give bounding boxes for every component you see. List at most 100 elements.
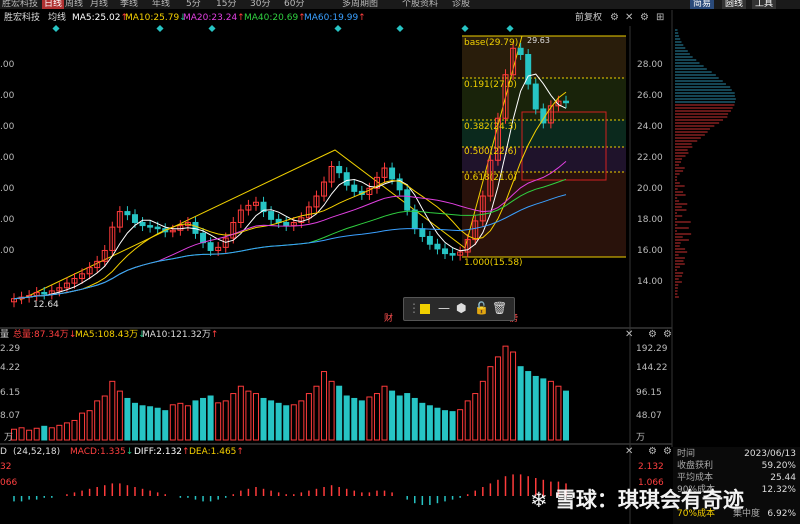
- volume-total: 总量:87.34万↓: [13, 329, 76, 341]
- candle: [352, 185, 357, 191]
- volume-header: 量 总量:87.34万↓ MA5:108.43万↓ MA10:121.32万↑: [0, 329, 670, 341]
- fib-base-label: base(29.79): [464, 38, 518, 48]
- candle: [390, 168, 395, 179]
- volume-bar: [132, 403, 137, 440]
- candle: [193, 222, 198, 233]
- volume-bar: [110, 381, 115, 440]
- volume-bar: [72, 420, 77, 440]
- candle: [533, 84, 538, 109]
- drag-handle-icon[interactable]: ⋮: [408, 301, 420, 315]
- volume-bar: [216, 403, 221, 440]
- volume-ma10: MA10:121.32万↑: [142, 329, 218, 341]
- close-icon[interactable]: ✕: [625, 446, 633, 457]
- candle: [564, 101, 569, 103]
- candle: [412, 210, 417, 229]
- volume-bar: [405, 394, 410, 440]
- candle: [201, 233, 206, 242]
- fib-1000-label: 1.000(15.58): [464, 258, 523, 268]
- fib-0618-label: 0.618(21.0): [464, 173, 517, 183]
- candle: [140, 222, 145, 225]
- volume-bar: [526, 372, 531, 440]
- trend-line: [20, 36, 522, 300]
- event-dot: [461, 25, 468, 32]
- line-style-icon[interactable]: —: [438, 301, 450, 315]
- volume-bar: [412, 398, 417, 440]
- snowball-logo-icon: ❄: [530, 488, 555, 512]
- settings-icon[interactable]: ⬢: [456, 301, 466, 315]
- volume-bar: [503, 346, 508, 440]
- volume-bar: [450, 412, 455, 440]
- candle: [132, 215, 137, 223]
- volume-bar: [465, 401, 470, 440]
- volume-bar: [170, 405, 175, 440]
- volume-bar: [42, 426, 47, 440]
- volume-bar: [329, 381, 334, 440]
- event-dot: [52, 25, 59, 32]
- settings-icon[interactable]: ⚙: [648, 329, 657, 340]
- candle: [443, 249, 448, 254]
- volume-bar: [148, 407, 153, 440]
- volume-bar: [269, 401, 274, 440]
- volume-bar: [306, 394, 311, 440]
- volume-bar: [480, 381, 485, 440]
- candle: [125, 212, 130, 215]
- volume-bar: [541, 379, 546, 440]
- volume-bar: [556, 386, 561, 440]
- volume-bar: [443, 411, 448, 440]
- candle: [148, 226, 153, 228]
- candle: [208, 243, 213, 251]
- volume-bar: [284, 406, 289, 440]
- gear-icon[interactable]: ⚙: [663, 446, 672, 457]
- volume-bar: [299, 401, 304, 440]
- volume-bar: [253, 394, 258, 440]
- volume-bar: [57, 425, 62, 440]
- settings-icon[interactable]: ⚙: [648, 446, 657, 457]
- fib-0500-label: 0.500(22.6): [464, 147, 517, 157]
- volume-bar: [27, 430, 32, 440]
- volume-bar: [458, 410, 463, 440]
- color-swatch-icon[interactable]: [420, 304, 430, 314]
- volume-bar: [291, 405, 296, 440]
- volume-bars: [12, 346, 569, 440]
- volume-bar: [34, 428, 39, 440]
- volume-bar: [420, 403, 425, 440]
- volume-bar: [163, 411, 168, 440]
- volume-bar: [19, 428, 24, 440]
- candle: [405, 190, 410, 210]
- low-price-label: 12.64: [33, 300, 59, 310]
- volume-bar: [276, 403, 281, 440]
- candle: [518, 48, 523, 54]
- peak-price-label: 29.63: [527, 36, 550, 45]
- volume-bar: [238, 386, 243, 440]
- event-dot: [334, 25, 341, 32]
- watermark: ❄ 雪球：琪琪会有奇迹: [530, 484, 744, 514]
- volume-bar: [185, 406, 190, 440]
- macd-header: D (24,52,18) MACD:1.335↓ DIFF:2.132↑ DEA…: [0, 446, 670, 458]
- candle: [337, 166, 342, 172]
- candle: [284, 222, 289, 225]
- event-marker-cai[interactable]: 财: [384, 311, 393, 324]
- volume-bar: [261, 398, 266, 440]
- volume-bar: [352, 398, 357, 440]
- gear-icon[interactable]: ⚙: [663, 329, 672, 340]
- event-dot: [208, 25, 215, 32]
- volume-bar: [344, 396, 349, 440]
- close-icon[interactable]: ✕: [625, 329, 633, 340]
- candle: [435, 244, 440, 249]
- volume-bar: [178, 403, 183, 440]
- volume-bar: [337, 386, 342, 440]
- volume-bar: [246, 391, 251, 440]
- volume-bar: [322, 372, 327, 440]
- volume-bar: [533, 376, 538, 440]
- volume-bar: [473, 394, 478, 440]
- candle: [42, 292, 47, 294]
- delete-icon[interactable]: 🗑: [492, 301, 507, 315]
- volume-bar: [231, 394, 236, 440]
- fib-0191-label: 0.191(27.0): [464, 80, 517, 90]
- drawing-toolbar: ⋮ — ⬢ 🔓 🗑: [403, 297, 515, 321]
- volume-bar: [117, 391, 122, 440]
- lock-icon[interactable]: 🔓: [474, 301, 489, 315]
- volume-bar: [87, 411, 92, 440]
- volume-bar: [155, 408, 160, 440]
- volume-bar: [427, 406, 432, 440]
